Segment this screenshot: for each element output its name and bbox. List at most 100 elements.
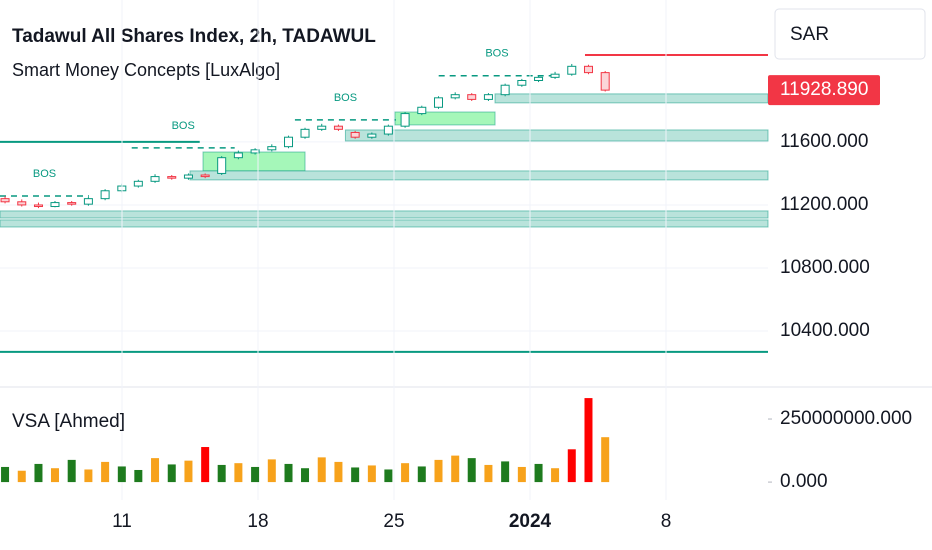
candle-body — [250, 149, 260, 154]
order-block — [394, 111, 496, 126]
candle-body — [33, 204, 43, 208]
candle-body — [583, 65, 593, 74]
volume-bar — [317, 457, 326, 483]
bos-label: BOS — [334, 92, 357, 104]
pane-title: VSA [Ahmed] — [12, 411, 125, 432]
bos-label: BOS — [485, 48, 508, 60]
volume-bar — [334, 461, 343, 483]
order-block — [344, 129, 769, 142]
candle-body — [400, 113, 410, 127]
candle-body — [17, 201, 27, 206]
x-tick-label: 11 — [112, 511, 132, 532]
x-tick-label: 8 — [661, 511, 672, 532]
volume-bar — [367, 465, 376, 483]
volume-bar — [84, 469, 93, 483]
candle-body — [67, 202, 77, 205]
y-tick-label: 250000000.000 — [780, 408, 912, 429]
candle-body — [467, 94, 477, 100]
candle-body — [517, 79, 527, 86]
order-block — [189, 170, 769, 181]
volume-bar — [117, 466, 126, 483]
candle-body — [284, 136, 294, 148]
candle-body — [367, 133, 377, 138]
candle-body — [333, 125, 343, 130]
candle-body — [0, 198, 10, 203]
candle-body — [600, 72, 610, 91]
volume-bar — [234, 463, 243, 483]
volume-bar — [501, 461, 510, 483]
volume-bar — [467, 458, 476, 483]
volume-bar — [434, 459, 443, 483]
chart-title: Tadawul All Shares Index, 2h, TADAWUL — [12, 26, 376, 47]
y-tick-label: 0.000 — [780, 471, 828, 492]
last-price-label: 11928.890 — [780, 79, 868, 100]
volume-bar — [484, 464, 493, 483]
volume-bar — [67, 459, 76, 483]
candle-body — [567, 65, 577, 75]
volume-bar — [167, 464, 176, 483]
volume-bar — [351, 467, 360, 483]
indicator-name: Smart Money Concepts [LuxAlgo] — [12, 60, 280, 80]
y-tick-label: 10400.000 — [780, 320, 870, 341]
volume-bar — [401, 463, 410, 483]
volume-bar — [301, 468, 310, 483]
last-price-box — [768, 75, 880, 106]
order-block — [0, 219, 769, 228]
order-block — [494, 93, 769, 104]
volume-bar — [201, 447, 210, 483]
candle-body — [183, 174, 193, 179]
x-tick-label: 25 — [383, 511, 404, 532]
volume-bar — [34, 463, 43, 483]
bos-label: BOS — [172, 120, 195, 132]
candle-body — [500, 84, 510, 96]
currency-button[interactable] — [774, 8, 926, 60]
bos-label: BOS — [33, 168, 56, 180]
candle-body — [550, 73, 560, 78]
volume-bar — [251, 466, 260, 483]
volume-bar — [101, 461, 110, 483]
candle-body — [150, 176, 160, 182]
candle-body — [167, 176, 177, 179]
volume-bar — [517, 466, 526, 483]
volume-bar — [50, 468, 59, 483]
candle-body — [233, 152, 243, 159]
candle-body — [317, 125, 327, 130]
candle-body — [350, 131, 360, 138]
y-tick-label: 11200.000 — [780, 194, 868, 215]
volume-bar — [384, 469, 393, 483]
volume-bar — [267, 459, 276, 483]
volume-bar — [17, 470, 26, 483]
order-block — [0, 210, 769, 219]
candle-body — [50, 202, 60, 208]
candle-body — [200, 174, 210, 178]
x-tick-label: 2024 — [509, 511, 552, 532]
volume-bar — [184, 460, 193, 483]
candle-body — [483, 94, 493, 100]
candle-body — [433, 97, 443, 108]
volume-bar — [584, 398, 593, 483]
candle-body — [217, 157, 227, 174]
candle-body — [534, 76, 544, 81]
volume-bar — [134, 469, 143, 483]
volume-bar — [534, 463, 543, 483]
volume-bar — [151, 458, 160, 483]
volume-bar — [551, 468, 560, 483]
candle-body — [417, 106, 427, 115]
currency-label[interactable]: SAR — [790, 24, 829, 45]
volume-bar — [417, 466, 426, 483]
candle-body — [83, 198, 93, 205]
candle-body — [100, 190, 110, 200]
volume-bar — [567, 449, 576, 483]
x-tick-label: 18 — [247, 511, 268, 532]
candle-body — [383, 125, 393, 135]
candle-body — [133, 180, 143, 187]
y-tick-label: 10800.000 — [780, 257, 870, 278]
candle-body — [267, 146, 277, 151]
candle-body — [300, 128, 310, 138]
volume-bar — [217, 464, 226, 483]
y-tick-label: 11600.000 — [780, 131, 868, 152]
volume-bar — [451, 455, 460, 483]
candle-body — [450, 94, 460, 99]
volume-bar — [284, 463, 293, 483]
